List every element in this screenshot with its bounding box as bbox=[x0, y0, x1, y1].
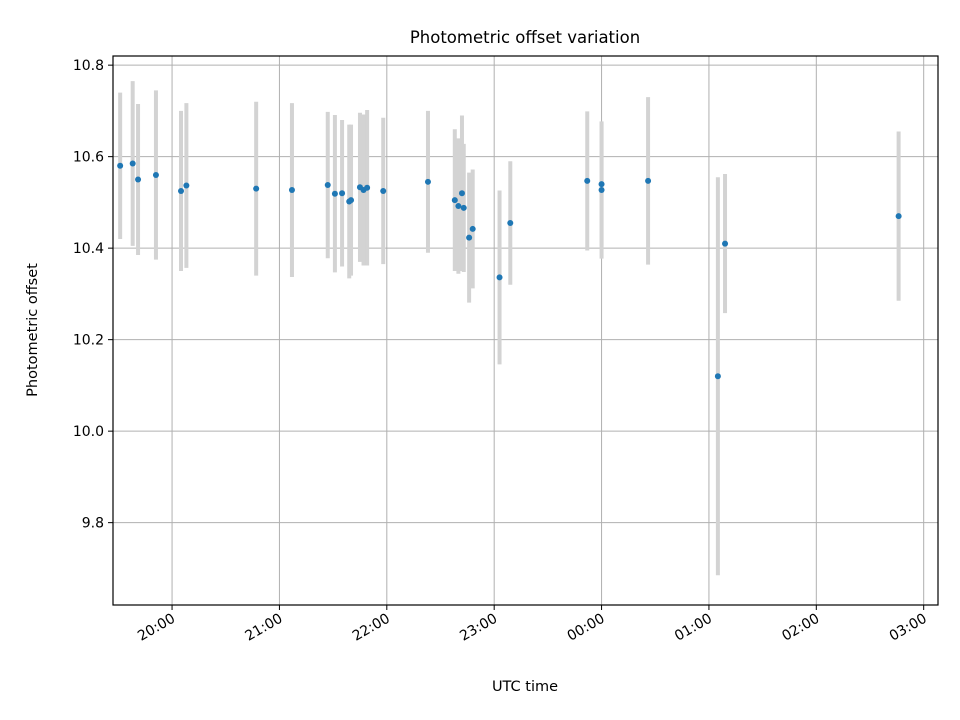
data-point bbox=[458, 190, 465, 197]
data-point bbox=[466, 234, 473, 241]
data-point bbox=[117, 162, 124, 169]
data-point bbox=[455, 203, 462, 210]
data-point bbox=[722, 240, 729, 247]
y-tick-label: 9.8 bbox=[82, 516, 104, 532]
data-point bbox=[348, 197, 355, 204]
data-point bbox=[324, 182, 331, 189]
data-point bbox=[469, 225, 476, 232]
y-axis-label: Photometric offset bbox=[25, 263, 41, 397]
data-point bbox=[584, 177, 591, 184]
y-tick-label: 10.6 bbox=[73, 150, 104, 166]
data-point bbox=[183, 182, 190, 189]
data-point bbox=[598, 181, 605, 188]
data-point bbox=[424, 178, 431, 185]
y-tick-label: 10.8 bbox=[73, 58, 104, 74]
data-point bbox=[451, 197, 458, 204]
grid-lines bbox=[113, 56, 938, 605]
y-tick-label: 10.2 bbox=[73, 333, 104, 349]
plot-area-frame bbox=[112, 55, 939, 606]
data-point bbox=[339, 190, 346, 197]
x-axis-label: UTC time bbox=[492, 679, 558, 695]
data-point bbox=[380, 187, 387, 194]
data-point bbox=[331, 190, 338, 197]
data-point bbox=[152, 171, 159, 178]
y-axis-ticks: 9.8 10.0 10.2 10.4 10.6 10.8 bbox=[73, 58, 113, 532]
data-point bbox=[178, 187, 185, 194]
data-point bbox=[895, 213, 902, 220]
data-point bbox=[364, 184, 371, 191]
y-tick-label: 10.0 bbox=[73, 424, 104, 440]
data-point bbox=[129, 160, 136, 167]
data-point bbox=[645, 177, 652, 184]
data-point bbox=[288, 187, 295, 194]
data-point bbox=[253, 185, 260, 192]
data-point bbox=[135, 176, 142, 183]
data-point bbox=[496, 274, 503, 281]
data-point bbox=[460, 204, 467, 211]
chart-title: Photometric offset variation bbox=[410, 28, 640, 47]
data-points bbox=[117, 160, 902, 380]
data-point bbox=[598, 187, 605, 194]
data-point bbox=[507, 219, 514, 226]
data-point bbox=[714, 373, 721, 380]
y-tick-label: 10.4 bbox=[73, 241, 104, 257]
